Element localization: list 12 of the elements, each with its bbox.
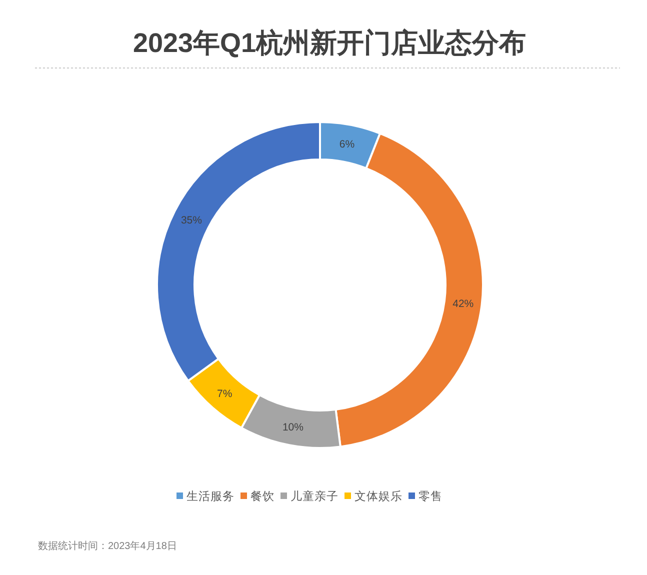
title: 2023年Q1杭州新开门店业态分布 xyxy=(132,28,526,58)
data-label: 7% xyxy=(217,388,232,400)
data-label: 6% xyxy=(339,138,355,150)
legend-label: 生活服务 xyxy=(186,491,234,503)
legend-label: 文体娱乐 xyxy=(354,491,402,503)
legend-label: 餐饮 xyxy=(250,491,274,503)
data-label: 10% xyxy=(282,422,304,434)
legend-label: 儿童亲子 xyxy=(290,491,338,503)
legend-label: 零售 xyxy=(418,491,442,503)
data-label: 35% xyxy=(180,214,202,226)
data-label: 42% xyxy=(452,298,474,310)
annotation: 数据统计时间：2023年4月18日 xyxy=(38,541,177,552)
